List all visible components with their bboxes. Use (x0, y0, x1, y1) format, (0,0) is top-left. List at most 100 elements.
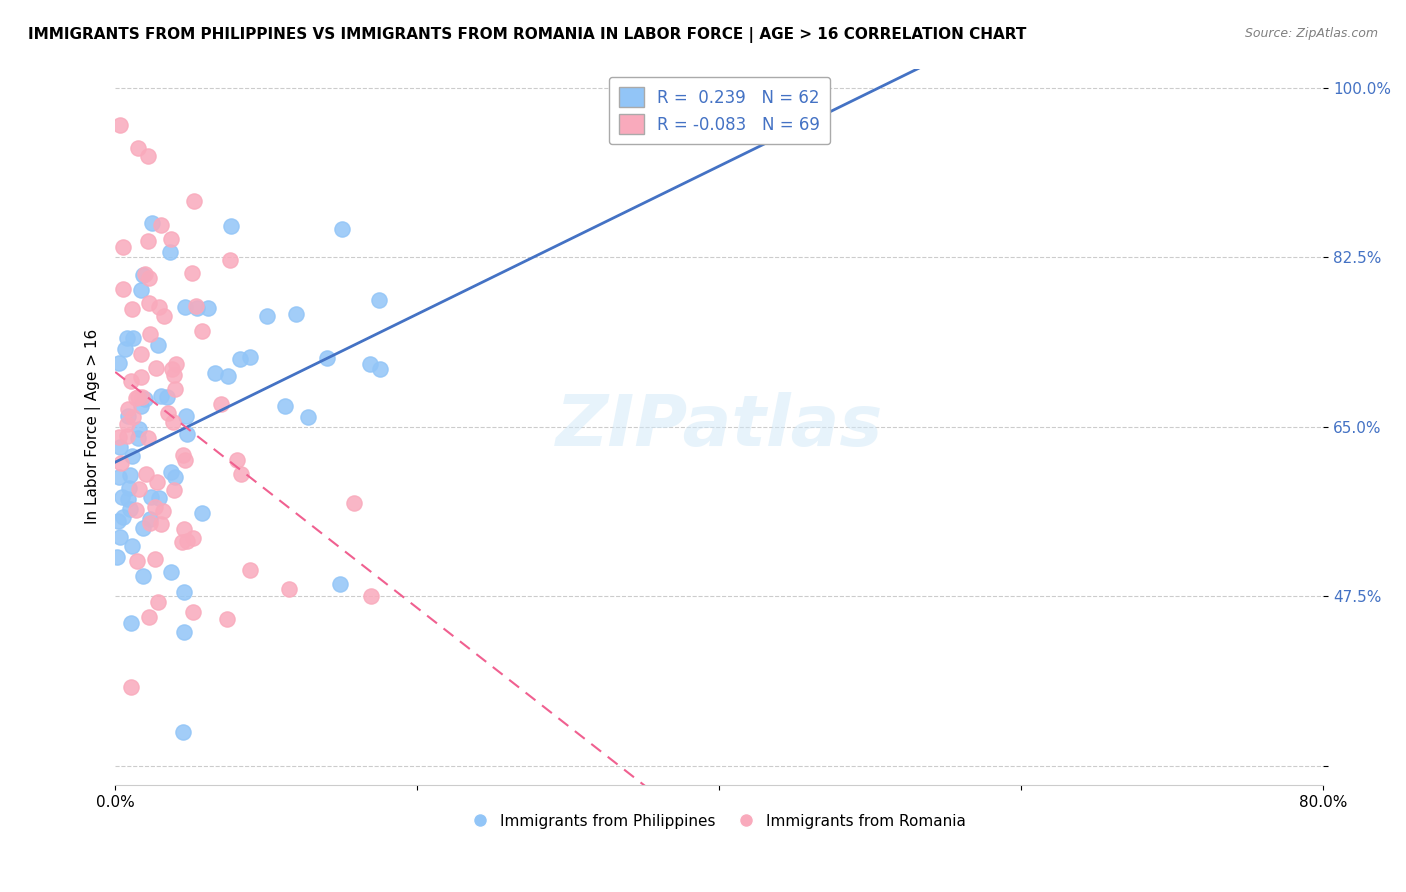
Point (218, 253, 240, 268)
Point (159, 465, 181, 479)
Point (111, 509, 134, 524)
Point (121, 539, 143, 553)
Point (120, 467, 142, 482)
Point (150, 389, 173, 403)
Point (118, 481, 141, 495)
Point (120, 501, 142, 516)
Point (217, 368, 239, 383)
Point (108, 430, 131, 444)
Point (143, 500, 166, 514)
Point (181, 605, 204, 619)
Point (225, 453, 247, 467)
Point (173, 584, 195, 599)
Point (150, 218, 173, 232)
Point (174, 452, 197, 467)
Point (136, 431, 159, 445)
Point (110, 119, 132, 133)
Point (152, 309, 174, 323)
Point (239, 563, 262, 577)
Point (173, 522, 195, 536)
Point (297, 409, 319, 424)
Point (174, 409, 197, 424)
Point (285, 307, 308, 321)
Point (183, 194, 205, 208)
Point (221, 219, 243, 233)
Point (170, 534, 193, 549)
Point (114, 342, 136, 356)
Point (139, 490, 162, 504)
Point (110, 440, 132, 454)
Point (148, 300, 170, 314)
Point (229, 351, 252, 366)
Point (117, 401, 139, 416)
Text: Source: ZipAtlas.com: Source: ZipAtlas.com (1244, 27, 1378, 40)
Point (120, 680, 142, 694)
Point (138, 296, 160, 310)
Point (181, 266, 204, 280)
Point (367, 293, 389, 307)
Point (127, 553, 149, 567)
Point (165, 383, 187, 397)
Point (138, 609, 160, 624)
Point (274, 399, 297, 413)
Point (139, 327, 162, 342)
Point (129, 283, 152, 297)
Point (160, 566, 183, 580)
Point (173, 300, 195, 314)
Point (143, 551, 166, 566)
Point (160, 362, 183, 376)
Point (176, 534, 198, 549)
Point (117, 409, 139, 424)
Point (159, 245, 181, 260)
Point (148, 594, 170, 608)
Point (117, 491, 139, 506)
Point (278, 582, 301, 596)
Y-axis label: In Labor Force | Age > 16: In Labor Force | Age > 16 (86, 329, 101, 524)
Point (156, 390, 179, 404)
Point (162, 415, 184, 429)
Point (127, 431, 149, 445)
Point (105, 549, 128, 564)
Point (131, 390, 153, 404)
Point (129, 370, 152, 384)
Point (172, 449, 194, 463)
Point (111, 490, 134, 504)
Point (129, 399, 152, 413)
Point (145, 361, 167, 376)
Point (368, 362, 391, 376)
Point (121, 409, 143, 424)
Point (173, 625, 195, 640)
Point (163, 470, 186, 484)
Point (329, 576, 352, 591)
Point (120, 374, 142, 388)
Point (120, 615, 142, 630)
Point (172, 725, 194, 739)
Point (163, 368, 186, 382)
Legend: Immigrants from Philippines, Immigrants from Romania: Immigrants from Philippines, Immigrants … (467, 807, 972, 835)
Point (148, 491, 170, 505)
Point (128, 482, 150, 496)
Point (229, 467, 252, 482)
Point (204, 366, 226, 380)
Point (181, 531, 204, 545)
Point (136, 234, 159, 248)
Point (343, 496, 366, 510)
Point (117, 417, 139, 432)
Point (332, 221, 354, 235)
Point (197, 301, 219, 315)
Point (111, 240, 134, 254)
Point (215, 613, 238, 627)
Point (163, 483, 186, 497)
Point (134, 392, 156, 406)
Point (135, 467, 157, 481)
Point (141, 216, 163, 230)
Point (138, 270, 160, 285)
Point (165, 357, 187, 371)
Point (107, 470, 129, 484)
Point (134, 267, 156, 281)
Point (191, 506, 214, 520)
Point (186, 301, 208, 316)
Point (360, 589, 382, 603)
Point (115, 428, 138, 442)
Point (115, 331, 138, 345)
